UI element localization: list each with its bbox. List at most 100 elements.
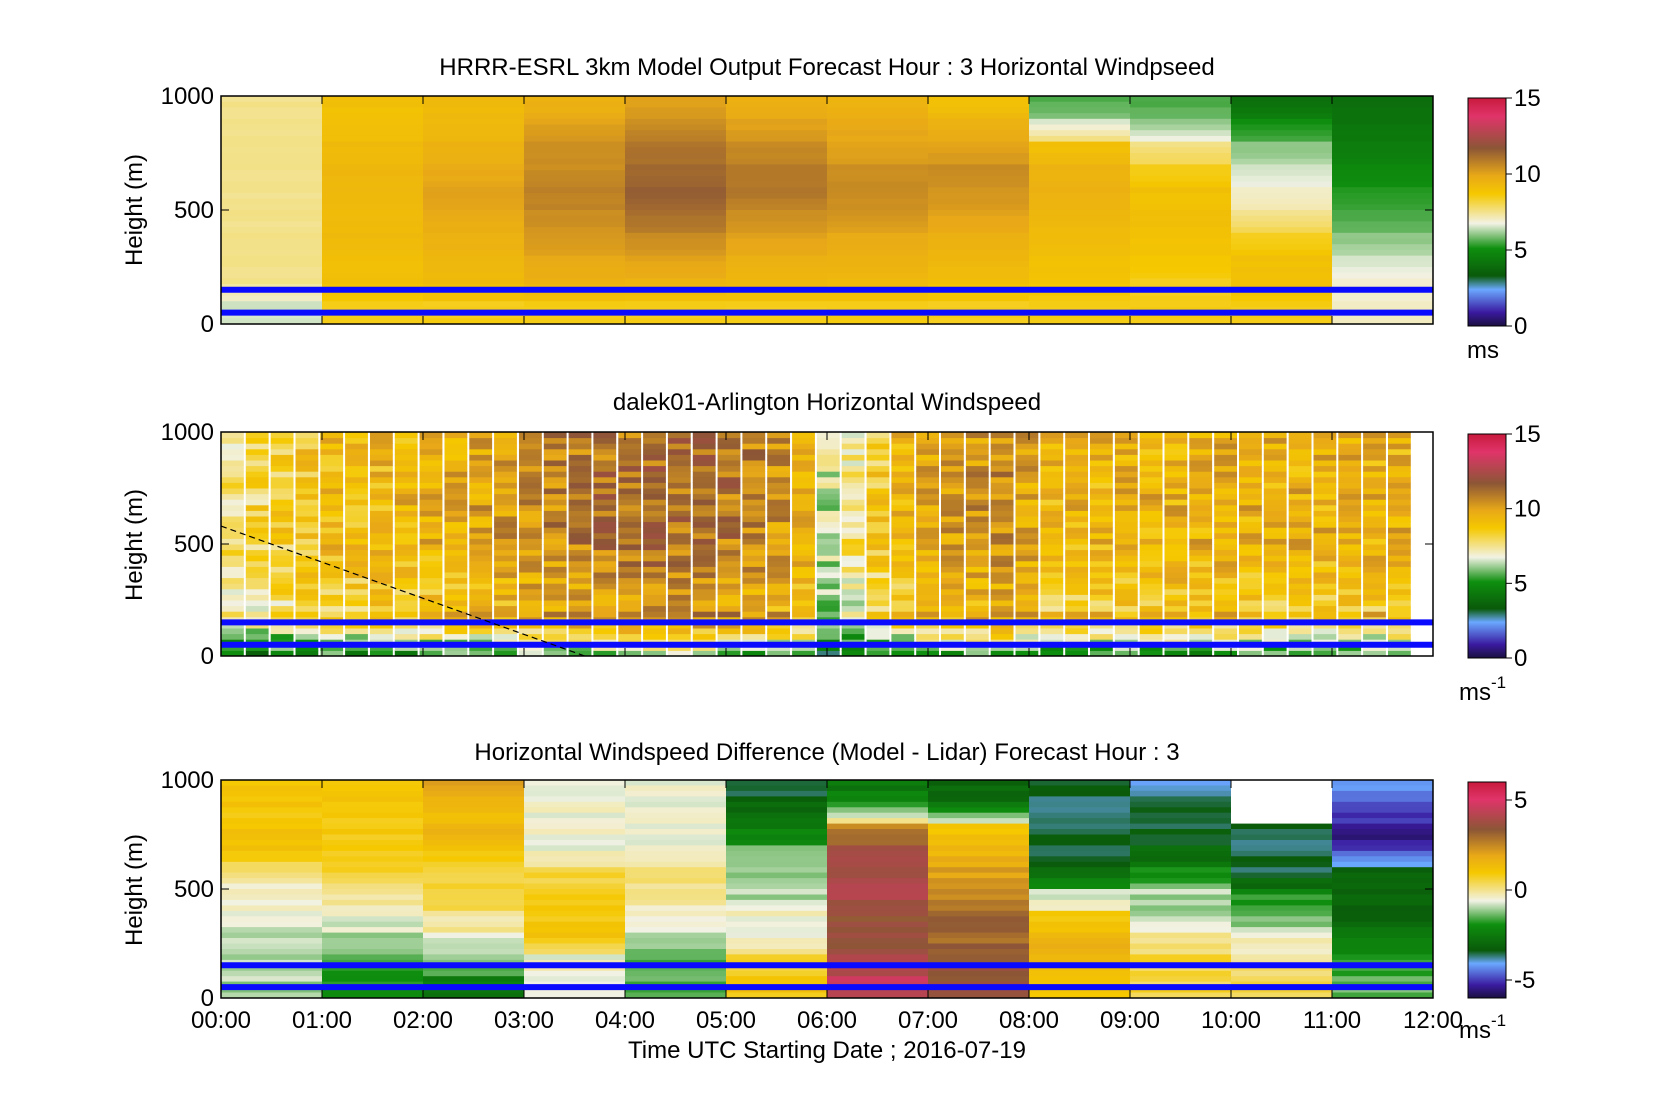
heat-cell xyxy=(866,611,890,618)
heat-cell xyxy=(1214,488,1237,495)
heat-cell xyxy=(1313,594,1337,601)
heat-cell xyxy=(643,516,666,523)
heat-cell xyxy=(717,622,741,629)
heat-cell xyxy=(1288,650,1312,656)
heat-cell xyxy=(1388,443,1411,450)
heat-cell xyxy=(1313,555,1337,562)
heat-cell xyxy=(423,818,525,825)
heat-cell xyxy=(1130,878,1232,885)
heat-cell xyxy=(322,889,424,896)
heat-cell xyxy=(726,278,828,285)
heat-cell xyxy=(916,516,939,523)
heat-cell xyxy=(270,488,294,495)
heat-cell xyxy=(726,175,828,183)
heat-cell xyxy=(618,555,642,562)
heat-cell xyxy=(524,267,626,274)
heat-cell xyxy=(1332,301,1433,308)
heat-cell xyxy=(322,976,424,983)
heat-cell xyxy=(1338,482,1362,489)
heat-cell xyxy=(593,583,617,590)
heat-cell xyxy=(469,499,493,506)
heat-cell xyxy=(827,232,929,240)
heat-cell xyxy=(767,504,790,511)
heat-cell xyxy=(866,516,890,523)
heat-cell xyxy=(419,471,443,478)
heat-cell xyxy=(1040,583,1064,590)
heat-cell xyxy=(524,124,626,131)
heat-cell xyxy=(1231,872,1333,879)
heat-cell xyxy=(1231,175,1333,183)
heat-cell xyxy=(1313,516,1337,523)
heat-cell xyxy=(667,600,691,607)
heat-cell xyxy=(625,135,727,143)
heat-cell xyxy=(469,432,493,439)
heat-cell xyxy=(1288,527,1312,534)
heat-cell xyxy=(1214,527,1237,534)
heat-cell xyxy=(1164,650,1188,656)
heat-cell xyxy=(423,796,525,803)
heat-cell xyxy=(792,527,815,534)
heat-cell xyxy=(1029,867,1131,874)
heat-cell xyxy=(625,118,727,126)
heat-cell xyxy=(245,454,269,461)
heat-cell xyxy=(1363,488,1386,495)
heat-cell xyxy=(519,628,542,635)
heat-cell xyxy=(667,532,691,539)
heat-cell xyxy=(618,611,642,618)
heat-cell xyxy=(792,622,815,629)
heat-cell xyxy=(519,594,542,601)
heat-cell xyxy=(1139,521,1163,528)
heat-cell xyxy=(767,510,790,517)
heat-cell xyxy=(245,588,269,595)
heat-cell xyxy=(1130,232,1232,240)
heat-cell xyxy=(742,437,766,444)
heat-cell xyxy=(543,555,567,562)
heat-cell xyxy=(1130,101,1232,108)
heat-cell xyxy=(1130,107,1232,114)
heat-cell xyxy=(524,113,626,120)
heat-cell xyxy=(692,448,716,455)
heat-cell xyxy=(221,583,244,590)
heat-cell xyxy=(568,448,592,455)
heat-cell xyxy=(1114,532,1138,539)
heat-cell xyxy=(568,622,592,629)
heat-cell xyxy=(270,476,294,483)
heat-cell xyxy=(221,164,323,171)
heat-cell xyxy=(841,454,865,461)
heat-cell xyxy=(916,583,939,590)
heat-cell xyxy=(1029,272,1131,279)
heat-cell xyxy=(667,544,691,551)
heat-cell xyxy=(625,872,727,879)
heat-cell xyxy=(625,249,727,257)
heat-cell xyxy=(827,278,929,285)
heat-cell xyxy=(524,318,626,324)
heat-cell xyxy=(792,465,815,472)
heat-cell xyxy=(667,504,691,511)
heat-cell xyxy=(767,600,790,607)
heat-cell xyxy=(643,600,666,607)
heat-cell xyxy=(827,238,929,245)
heat-cell xyxy=(891,521,915,528)
heat-cell xyxy=(1338,448,1362,455)
heat-cell xyxy=(1164,622,1188,629)
heat-cell xyxy=(692,544,716,551)
heat-cell xyxy=(1288,560,1312,567)
heat-cell xyxy=(990,650,1014,656)
heat-cell xyxy=(1029,107,1131,114)
heat-cell xyxy=(1164,460,1188,467)
heat-cell xyxy=(1114,622,1138,629)
heat-cell xyxy=(221,437,244,444)
heat-cell xyxy=(394,532,418,539)
heat-cell xyxy=(1139,437,1163,444)
heat-cell xyxy=(1090,560,1113,567)
heat-cell xyxy=(928,187,1030,194)
heat-cell xyxy=(827,113,929,120)
heat-cell xyxy=(891,437,915,444)
heat-cell xyxy=(1338,572,1362,579)
heat-cell xyxy=(1090,650,1113,656)
heat-cell xyxy=(643,476,666,483)
heat-cell xyxy=(1164,538,1188,545)
heat-cell xyxy=(643,555,666,562)
heat-cell xyxy=(320,482,344,489)
